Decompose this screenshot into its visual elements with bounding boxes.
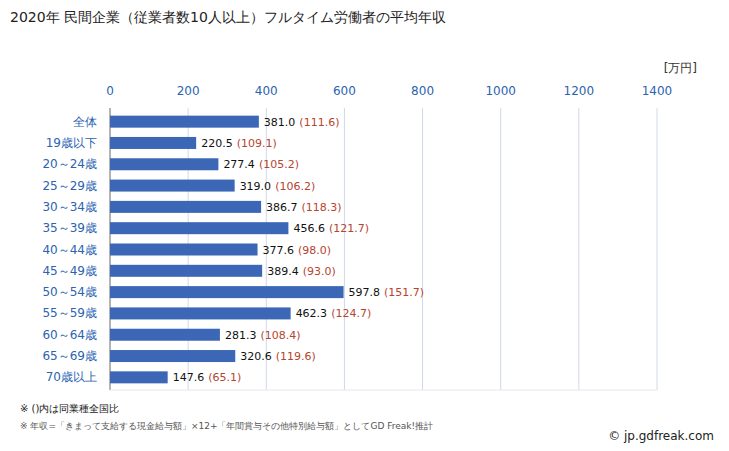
labels: 全体 381.0(111.6) 19歳以下 220.5 (109.1) 20～24歳 277…	[42, 115, 424, 385]
tick-label: 1400	[642, 84, 673, 98]
tick-label: 0	[106, 84, 114, 98]
data-label: 320.6	[240, 350, 272, 363]
ratio-label: (65.1)	[208, 371, 241, 384]
grid	[110, 108, 657, 390]
data-label: 377.6	[263, 244, 295, 257]
grid-line	[578, 108, 579, 390]
category-label: 70歳以上	[46, 370, 97, 384]
bar	[110, 116, 259, 128]
data-label: 281.3	[225, 329, 257, 342]
data-label: 597.8	[349, 286, 381, 299]
tick-label: 1000	[485, 84, 516, 98]
grid-line	[422, 108, 423, 390]
bar	[110, 158, 218, 170]
bar	[110, 180, 235, 192]
tick-label: 800	[411, 84, 434, 98]
category-label: 35～39歳	[42, 221, 97, 235]
grid-line	[344, 108, 345, 390]
background	[0, 0, 729, 451]
data-label: 386.7	[266, 201, 298, 214]
grid-line	[657, 108, 658, 390]
ratio-label: (118.3)	[302, 201, 342, 214]
data-label: 456.6	[293, 222, 325, 235]
bar	[110, 350, 235, 362]
source: © jp.gdfreak.com	[608, 429, 714, 443]
ratio-label: (93.0)	[303, 265, 336, 278]
category-label: 30～34歳	[42, 200, 97, 214]
ratio-label: (124.7)	[331, 307, 371, 320]
data-label: 381.0	[264, 116, 296, 129]
data-label: 277.4	[223, 158, 255, 171]
bar	[110, 307, 291, 319]
data-label: 220.5	[201, 137, 233, 150]
title: 2020年 民間企業（従業者数10人以上）フルタイム労働者の平均年収	[10, 9, 446, 25]
category-label: 55～59歳	[42, 306, 97, 320]
ratio-label: (111.6)	[299, 116, 339, 129]
axis-line	[110, 390, 657, 391]
bar	[110, 265, 262, 277]
category-label: 45～49歳	[42, 264, 97, 278]
bar	[110, 137, 196, 149]
bar	[110, 201, 261, 213]
bar	[110, 329, 220, 341]
bars	[110, 116, 344, 384]
bar	[110, 222, 288, 234]
category-label: 19歳以下	[46, 136, 97, 150]
category-label: 40～44歳	[42, 243, 97, 257]
bar	[110, 286, 344, 298]
bar	[110, 244, 258, 256]
ratio-label: (121.7)	[329, 222, 369, 235]
tick-label: 200	[177, 84, 200, 98]
category-label: 全体	[73, 115, 97, 129]
tick-label: 1200	[564, 84, 595, 98]
ratio-label: (98.0)	[298, 244, 331, 257]
ratio-label: (108.4)	[260, 329, 300, 342]
data-label: 462.3	[296, 307, 328, 320]
category-label: 60～64歳	[42, 328, 97, 342]
category-label: 50～54歳	[42, 285, 97, 299]
data-label: 389.4	[267, 265, 299, 278]
tick-label: 600	[333, 84, 356, 98]
grid-line	[500, 108, 501, 390]
note: ※ 年収=「きまって支給する現金給与額」×12+「年間賞与その他特別給与額」とし…	[20, 421, 433, 431]
ratio-label: (106.2)	[275, 180, 315, 193]
note: ※ ()内は同業種全国比	[20, 403, 119, 414]
data-label: 319.0	[240, 180, 272, 193]
bar	[110, 371, 168, 383]
data-label: 147.6	[173, 371, 205, 384]
category-label: 25～29歳	[42, 179, 97, 193]
ratio-label: (119.6)	[276, 350, 316, 363]
ratio-label: (151.7)	[384, 286, 424, 299]
ratio-label: (109.1)	[237, 137, 277, 150]
ratio-label: (105.2)	[259, 158, 299, 171]
tick-label: 400	[255, 84, 278, 98]
unit-label: [万円]	[664, 61, 697, 75]
category-label: 20～24歳	[42, 157, 97, 171]
category-label: 65～69歳	[42, 349, 97, 363]
chart: 2020年 民間企業（従業者数10人以上）フルタイム労働者の平均年収 [万円] 0 2…	[0, 0, 729, 451]
